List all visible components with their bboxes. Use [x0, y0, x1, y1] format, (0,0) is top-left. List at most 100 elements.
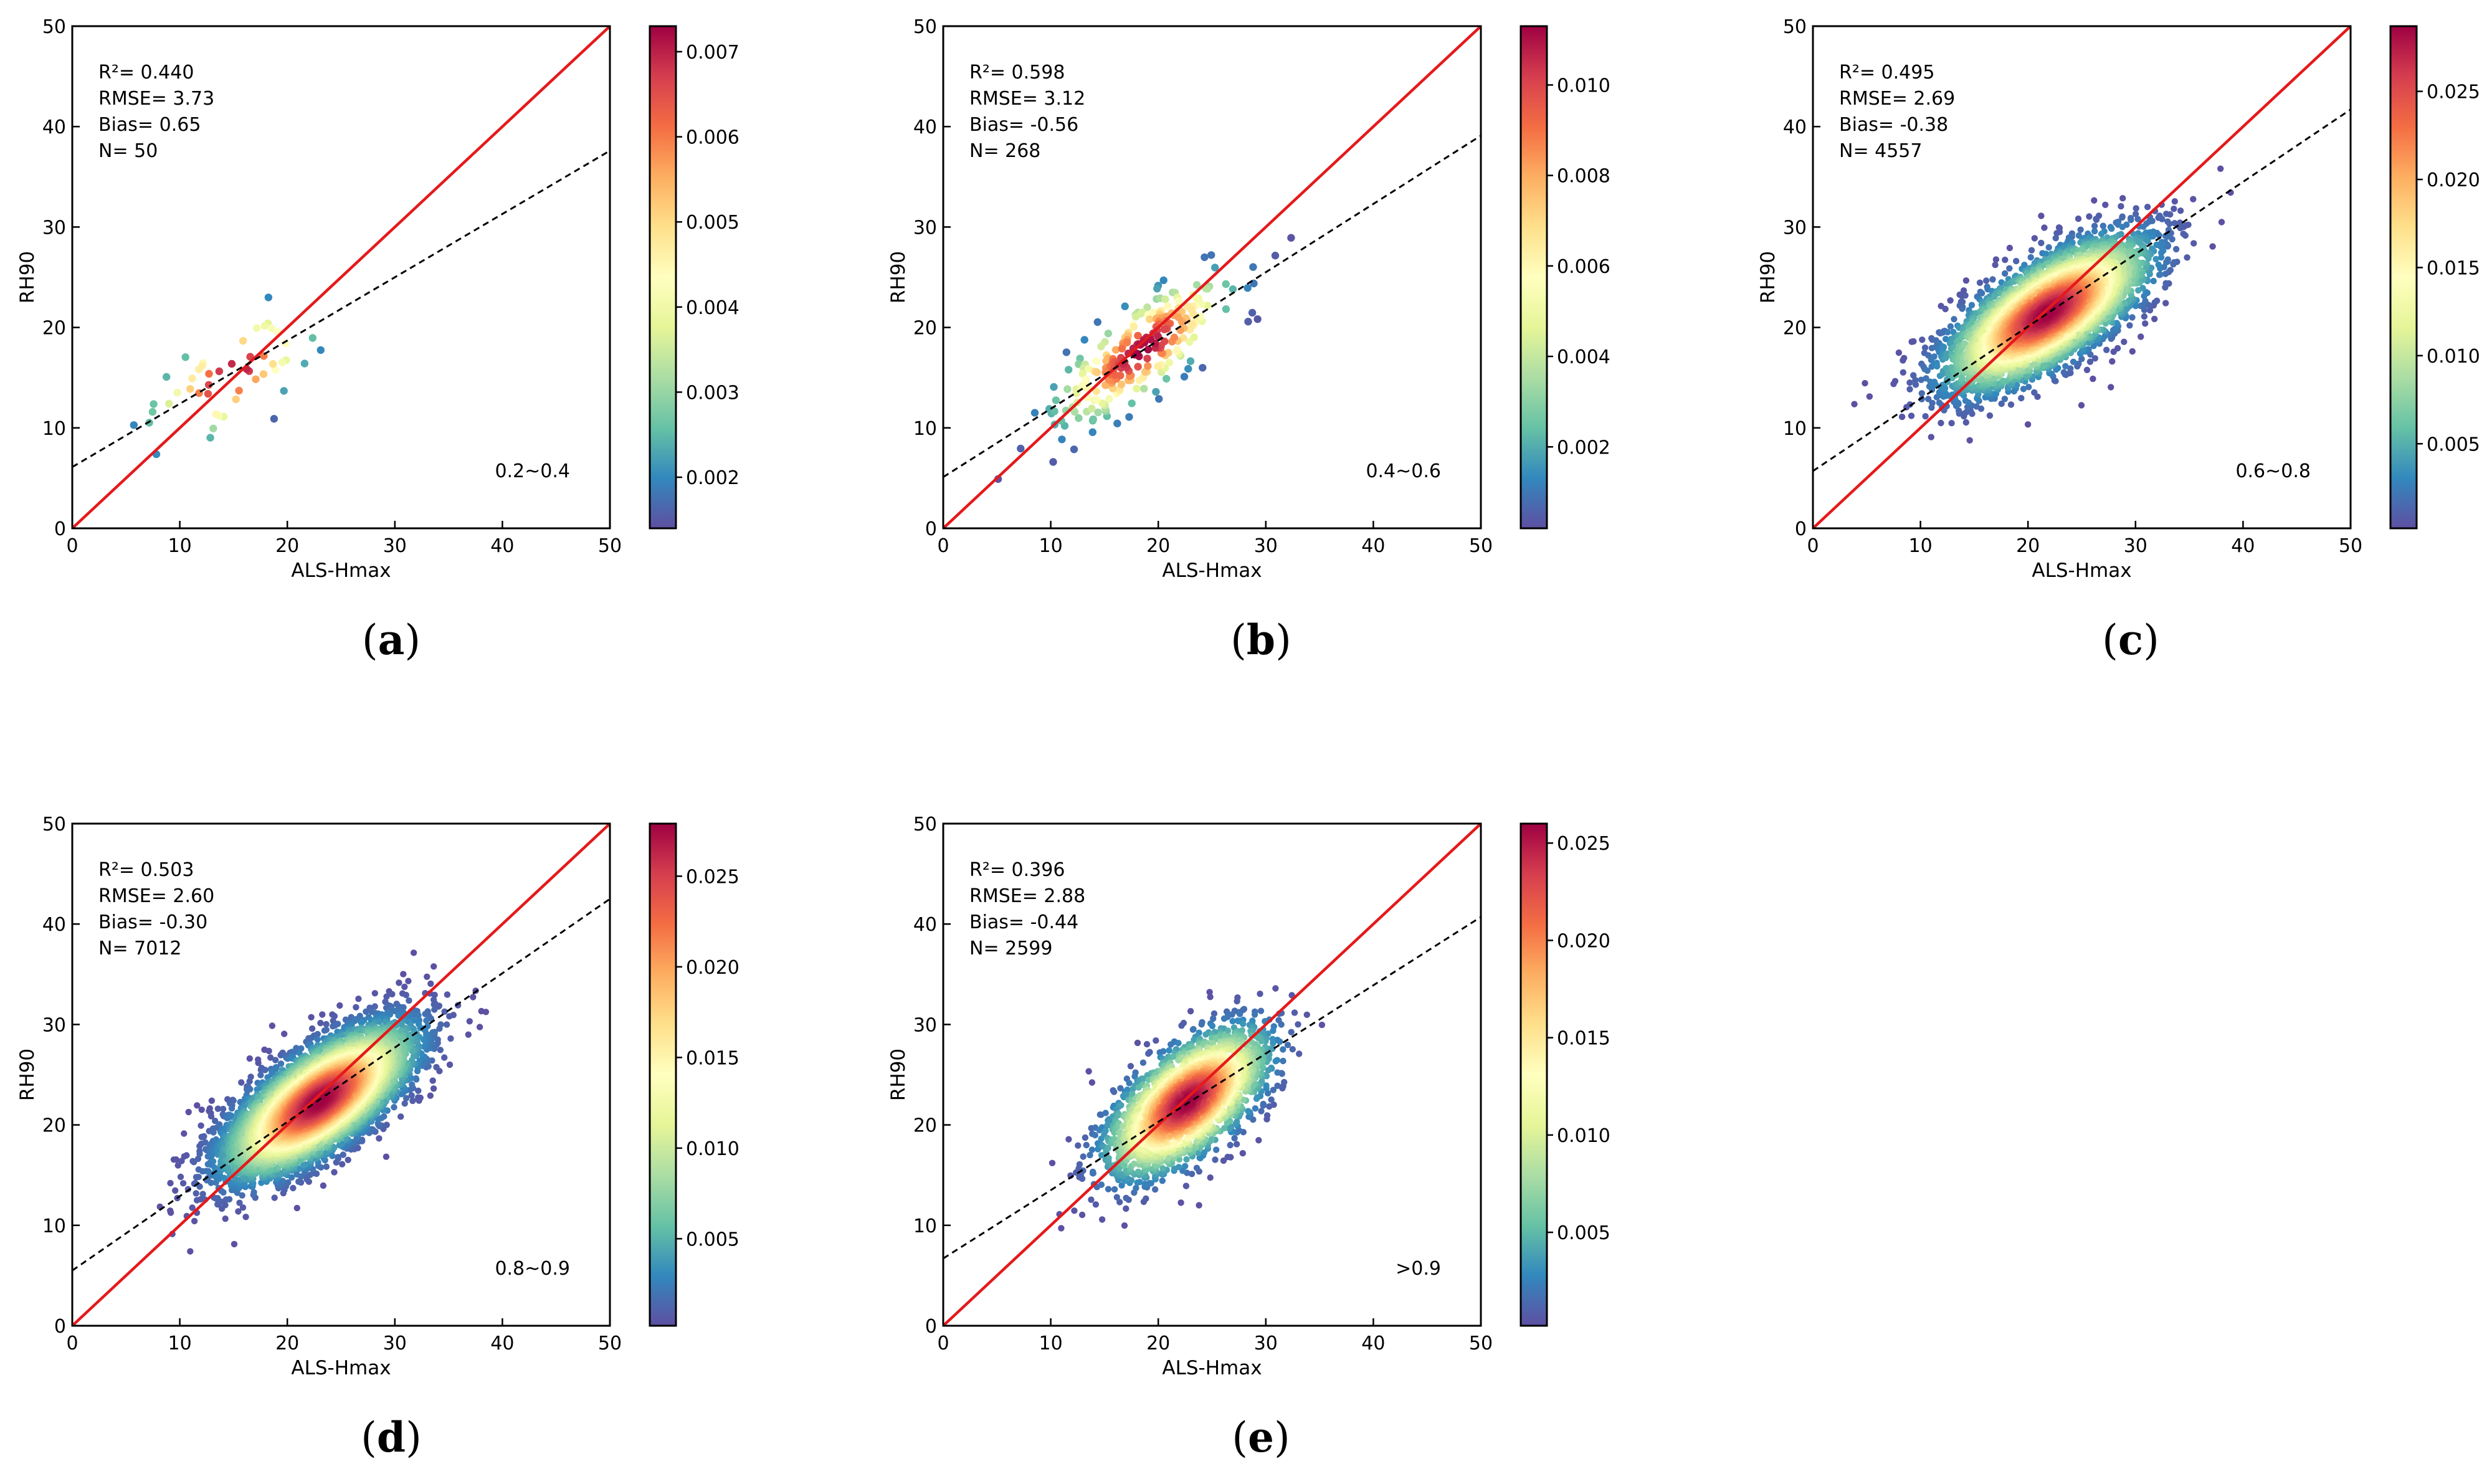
scatter-point [264, 293, 273, 302]
x-tick-label: 40 [2231, 535, 2255, 557]
scatter-point [2209, 243, 2216, 250]
scatter-point [2118, 202, 2124, 210]
scatter-point [1165, 358, 1174, 367]
scatter-point [1201, 253, 1209, 262]
scatter-point [198, 362, 206, 370]
panel-label: (a) [362, 616, 421, 664]
scatter-point [280, 387, 288, 395]
scatter-point [1075, 414, 1083, 422]
scatter-point [1134, 363, 1142, 371]
scatter-point [2108, 384, 2114, 391]
scatter-point [2129, 314, 2136, 321]
y-tick-label: 30 [42, 217, 66, 239]
scatter-point [1017, 444, 1025, 453]
scatter-point [1117, 380, 1126, 389]
scatter-point [1093, 368, 1101, 376]
scatter-point [1962, 292, 1969, 299]
scatter-point [2041, 224, 2048, 231]
scatter-point [2024, 421, 2032, 428]
scatter-point [2152, 255, 2159, 263]
stat-line: R²= 0.440 [98, 62, 194, 83]
scatter-point [1180, 373, 1189, 381]
scatter-point [1173, 346, 1182, 354]
scatter-point [2002, 270, 2009, 277]
scatter-point [2171, 206, 2177, 212]
y-tick-label: 50 [42, 16, 66, 38]
scatter-point [2038, 239, 2045, 247]
scatter-point [2018, 394, 2025, 402]
scatter-point [2166, 221, 2173, 227]
scatter-point [1065, 366, 1073, 374]
scatter-point [259, 370, 268, 378]
x-tick-label: 50 [598, 535, 622, 557]
scatter-point [1102, 357, 1110, 365]
scatter-points [130, 293, 325, 459]
scatter-point [212, 410, 220, 418]
y-tick-label: 40 [42, 117, 66, 138]
colorbar-tick-label: 0.006 [686, 127, 740, 149]
scatter-point [1983, 277, 1990, 284]
scatter-point [1229, 285, 1237, 293]
scatter-point [2133, 205, 2139, 212]
scatter-point [2091, 227, 2098, 235]
ratio-range-label: 0.4~0.6 [1366, 460, 1441, 482]
scatter-point [1093, 396, 1101, 404]
scatter-point [1199, 364, 1207, 372]
scatter-point [130, 421, 138, 429]
scatter-point [1900, 357, 1906, 364]
colorbar-frame [649, 25, 677, 530]
scatter-point [2157, 254, 2165, 261]
scatter-point [1144, 362, 1152, 370]
scatter-point [1992, 256, 2000, 263]
ratio-range-label: 0.2~0.4 [495, 460, 570, 482]
scatter-point [2119, 214, 2126, 221]
scatter-point [1161, 295, 1169, 303]
x-tick-label: 10 [1909, 535, 1933, 557]
scatter-point [2142, 298, 2149, 305]
scatter-point [2077, 226, 2084, 233]
scatter-point [2190, 196, 2197, 202]
scatter-point [2159, 216, 2166, 222]
scatter-points [994, 234, 1295, 483]
scatter-point [1962, 277, 1970, 284]
scatter-point [1143, 354, 1151, 363]
scatter-point [1910, 338, 1917, 345]
scatter-point [1197, 300, 1206, 308]
scatter-point [239, 336, 247, 345]
scatter-point [232, 395, 240, 404]
scatter-point [2177, 207, 2184, 214]
y-tick-label: 30 [913, 217, 937, 239]
scatter-point [2045, 244, 2052, 251]
scatter-point [1088, 404, 1096, 412]
scatter-point [271, 366, 280, 374]
scatter-point [2134, 216, 2141, 222]
scatter-point [2138, 333, 2144, 340]
scatter-point [173, 389, 181, 397]
scatter-point [2156, 232, 2162, 239]
scatter-point [1152, 388, 1160, 396]
y-tick-label: 20 [913, 318, 937, 340]
scatter-point [1951, 316, 1957, 323]
x-tick-label: 0 [937, 535, 949, 557]
y-tick-label: 0 [925, 518, 937, 540]
scatter-point [2087, 351, 2094, 358]
scatter-point [2126, 322, 2133, 329]
x-axis-label: ALS-Hmax [291, 559, 391, 582]
scatter-point [2091, 355, 2099, 362]
scatter-point [1998, 400, 2005, 407]
scatter-point [1249, 263, 1257, 271]
scatter-point [186, 385, 194, 393]
y-tick-label: 0 [1795, 518, 1807, 540]
scatter-point [1140, 384, 1148, 393]
x-tick-label: 30 [2124, 535, 2147, 557]
one-to-one-line [72, 26, 610, 528]
scatter-point [2070, 358, 2077, 365]
scatter-point [1938, 419, 1944, 427]
scatter-point [1146, 315, 1154, 323]
scatter-point [2142, 236, 2149, 244]
x-tick-label: 10 [1039, 535, 1063, 557]
scatter-point [1097, 342, 1105, 351]
scatter-point [1093, 318, 1102, 326]
one-to-one-line [943, 26, 1481, 528]
